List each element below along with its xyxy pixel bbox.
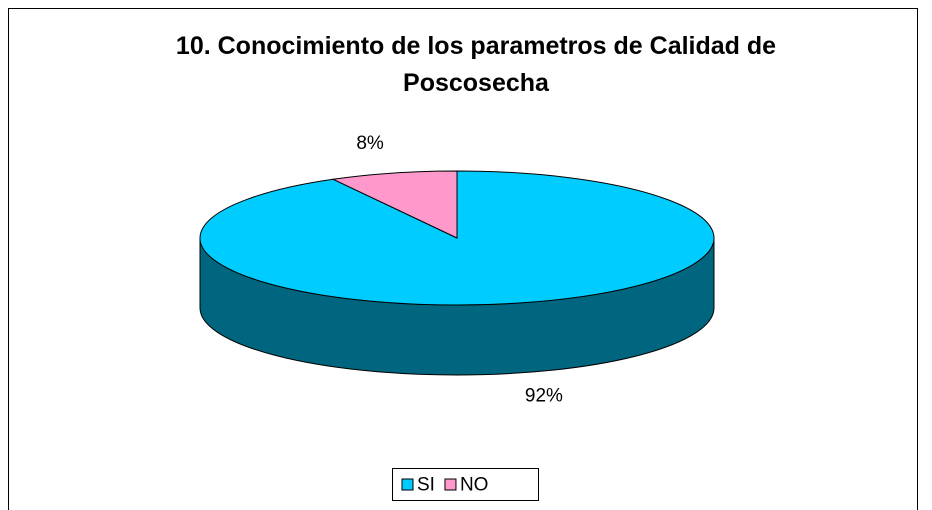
legend-box <box>392 468 539 501</box>
chart-frame <box>8 8 918 510</box>
chart-title: 10. Conocimiento de los parametros de Ca… <box>175 32 777 97</box>
legend-swatch <box>401 478 414 491</box>
legend-label: NO <box>460 475 489 496</box>
legend-swatch <box>444 478 457 491</box>
data-label: 92% <box>525 385 563 406</box>
pie-slice <box>331 170 458 239</box>
data-label: 8% <box>356 133 384 154</box>
legend-label: SI <box>417 475 435 496</box>
